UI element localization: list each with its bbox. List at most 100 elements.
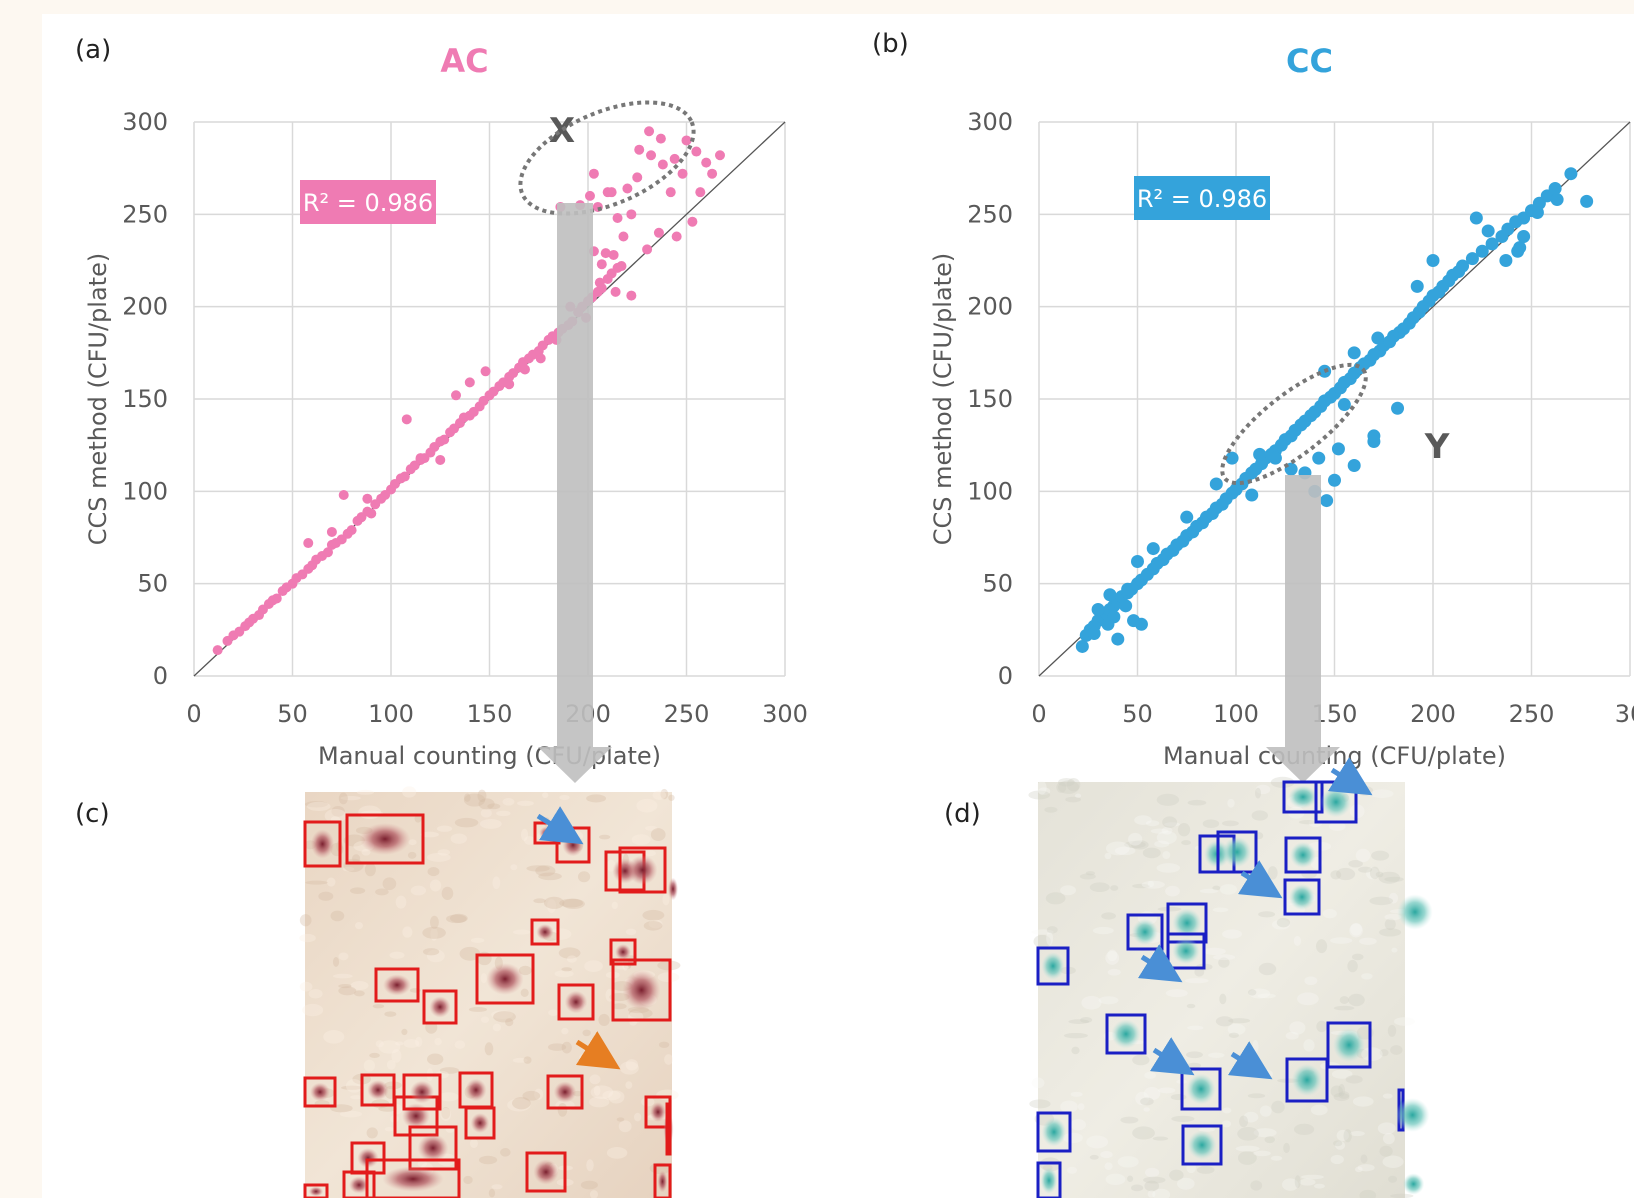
plate-texture bbox=[598, 834, 611, 840]
colony bbox=[1040, 1167, 1058, 1194]
plate-texture bbox=[1162, 851, 1171, 859]
plate-texture bbox=[1333, 1092, 1350, 1102]
plate-texture bbox=[1208, 1052, 1225, 1058]
colony bbox=[308, 1186, 324, 1197]
y-tick-label: 300 bbox=[967, 108, 1013, 136]
plate-texture bbox=[1310, 1104, 1328, 1116]
data-point bbox=[504, 379, 515, 390]
data-point bbox=[1469, 211, 1483, 225]
plate-texture bbox=[382, 877, 397, 891]
detection-box bbox=[345, 813, 425, 865]
plate-texture bbox=[1333, 1005, 1355, 1011]
plate-texture bbox=[1379, 1049, 1389, 1057]
detection-box bbox=[1181, 1124, 1223, 1166]
plate-texture bbox=[1203, 947, 1226, 955]
y-tick-label: 50 bbox=[982, 570, 1013, 598]
data-point bbox=[594, 277, 605, 288]
colony bbox=[310, 1082, 330, 1102]
plate-texture bbox=[354, 921, 363, 930]
plate-texture bbox=[1177, 823, 1191, 837]
plate-texture bbox=[496, 810, 511, 817]
plate-texture bbox=[1158, 1064, 1167, 1070]
plate-texture bbox=[1336, 1129, 1349, 1142]
plate-texture bbox=[454, 1040, 466, 1049]
data-point bbox=[1371, 331, 1385, 345]
plate-texture bbox=[1370, 789, 1394, 798]
plate-texture bbox=[1301, 1174, 1324, 1180]
x-axis-label: Manual counting (CFU/plate) bbox=[318, 742, 661, 770]
data-point bbox=[338, 490, 349, 501]
plate-texture bbox=[1143, 1087, 1161, 1101]
detection-box bbox=[1285, 1057, 1329, 1103]
plate-texture bbox=[561, 967, 573, 972]
colony bbox=[1186, 1073, 1216, 1105]
plate-texture bbox=[1271, 919, 1290, 930]
plate-texture bbox=[505, 1018, 514, 1027]
detection-box bbox=[1105, 1013, 1147, 1055]
data-point bbox=[1580, 194, 1594, 208]
plate-texture bbox=[427, 867, 440, 877]
plate-texture bbox=[548, 1043, 567, 1051]
plate-texture bbox=[338, 984, 352, 989]
detection-box bbox=[475, 953, 535, 1005]
colony bbox=[383, 974, 411, 996]
plate-texture bbox=[341, 1085, 363, 1090]
plate-texture bbox=[384, 1011, 397, 1017]
plate-texture bbox=[1358, 866, 1373, 873]
plate-texture bbox=[1165, 989, 1188, 998]
plate-texture bbox=[547, 899, 557, 913]
plate-texture bbox=[1388, 892, 1399, 904]
colony bbox=[1111, 1019, 1141, 1049]
colony bbox=[382, 1166, 444, 1192]
plate-texture bbox=[1235, 1145, 1260, 1152]
plate-texture bbox=[491, 1184, 503, 1190]
plate-texture bbox=[593, 1085, 601, 1096]
plate-texture bbox=[375, 1040, 384, 1048]
data-point bbox=[322, 547, 333, 558]
plate-texture bbox=[1114, 846, 1136, 856]
plate-texture bbox=[1169, 1169, 1184, 1181]
plate-texture bbox=[1276, 917, 1291, 928]
plate-texture bbox=[1394, 1017, 1415, 1026]
plate-texture bbox=[1144, 1071, 1156, 1079]
plate-texture bbox=[1060, 1100, 1078, 1114]
plate-texture bbox=[1384, 918, 1396, 931]
plate-texture bbox=[1080, 1016, 1093, 1024]
plate-texture bbox=[1144, 1180, 1160, 1192]
plate-texture bbox=[480, 1016, 490, 1023]
plate-texture bbox=[1348, 860, 1363, 868]
detection-box bbox=[422, 989, 458, 1025]
x-tick-label: 50 bbox=[277, 700, 308, 728]
plate-texture bbox=[450, 833, 468, 844]
detection-box bbox=[1036, 946, 1070, 986]
plate-texture bbox=[520, 988, 529, 997]
plate-texture bbox=[1251, 810, 1268, 821]
plate-texture bbox=[1132, 883, 1150, 889]
detection-box bbox=[342, 1170, 376, 1198]
plate-texture bbox=[353, 990, 365, 997]
data-point bbox=[1465, 252, 1479, 266]
plate-texture bbox=[1303, 1039, 1315, 1052]
y-tick-label: 100 bbox=[122, 477, 168, 505]
plate-texture bbox=[1237, 1126, 1259, 1141]
plate-texture bbox=[634, 1112, 642, 1122]
x-tick-label: 250 bbox=[1509, 700, 1555, 728]
y-axis-label: CCS method (CFU/plate) bbox=[84, 253, 112, 545]
detection-box bbox=[408, 1125, 458, 1171]
plate-texture bbox=[554, 970, 574, 978]
data-point bbox=[1320, 494, 1334, 508]
plate-texture bbox=[1384, 913, 1402, 921]
colony bbox=[349, 1176, 369, 1194]
data-point bbox=[1328, 473, 1341, 487]
plate-texture bbox=[1212, 885, 1221, 891]
plate-texture bbox=[1219, 884, 1238, 895]
plate-texture bbox=[326, 877, 336, 887]
data-point bbox=[1481, 224, 1495, 238]
arrow-blue-icon bbox=[536, 806, 584, 845]
plate-texture bbox=[618, 1120, 632, 1133]
plate-texture bbox=[1202, 819, 1220, 828]
plate-texture bbox=[1282, 1178, 1299, 1191]
plate-texture bbox=[542, 792, 549, 799]
data-point bbox=[519, 364, 530, 375]
plate-texture bbox=[1098, 996, 1119, 1005]
